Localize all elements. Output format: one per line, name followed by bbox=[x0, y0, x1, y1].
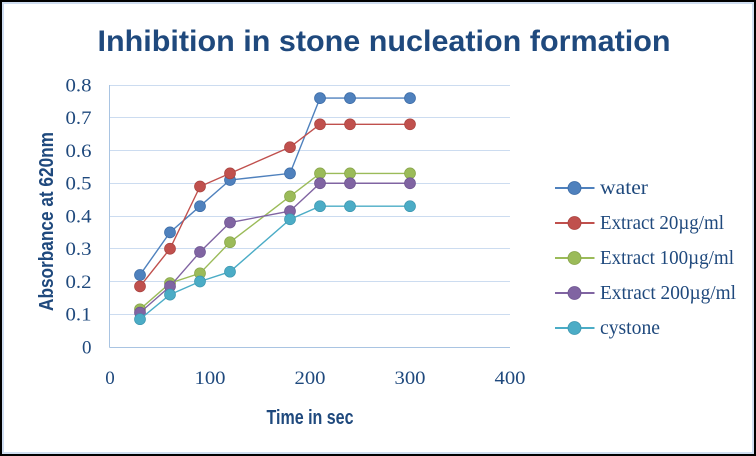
svg-text:Time in sec: Time in sec bbox=[267, 406, 354, 429]
svg-text:0: 0 bbox=[82, 337, 92, 358]
svg-text:Inhibition in stone nucleation: Inhibition in stone nucleation formation bbox=[98, 25, 671, 58]
svg-text:300: 300 bbox=[395, 368, 426, 389]
svg-text:100: 100 bbox=[195, 368, 226, 389]
svg-text:Extract 200µg/ml: Extract 200µg/ml bbox=[600, 282, 736, 304]
svg-text:water: water bbox=[600, 177, 648, 199]
svg-text:200: 200 bbox=[295, 368, 326, 389]
svg-text:0: 0 bbox=[105, 368, 115, 389]
svg-text:0.5: 0.5 bbox=[66, 174, 92, 195]
svg-text:0.8: 0.8 bbox=[66, 75, 92, 96]
svg-text:0.3: 0.3 bbox=[66, 239, 92, 260]
svg-text:Extract 100µg/ml: Extract 100µg/ml bbox=[600, 247, 734, 269]
svg-text:Extract 20µg/ml: Extract 20µg/ml bbox=[600, 212, 724, 234]
svg-text:0.6: 0.6 bbox=[66, 141, 92, 162]
svg-text:0.1: 0.1 bbox=[66, 305, 92, 326]
svg-text:cystone: cystone bbox=[600, 317, 660, 339]
svg-text:0.7: 0.7 bbox=[66, 108, 92, 129]
svg-text:0.2: 0.2 bbox=[66, 272, 92, 293]
svg-text:Absorbance at 620nm: Absorbance at 620nm bbox=[35, 132, 58, 311]
svg-text:0.4: 0.4 bbox=[66, 206, 93, 227]
svg-text:400: 400 bbox=[495, 368, 526, 389]
